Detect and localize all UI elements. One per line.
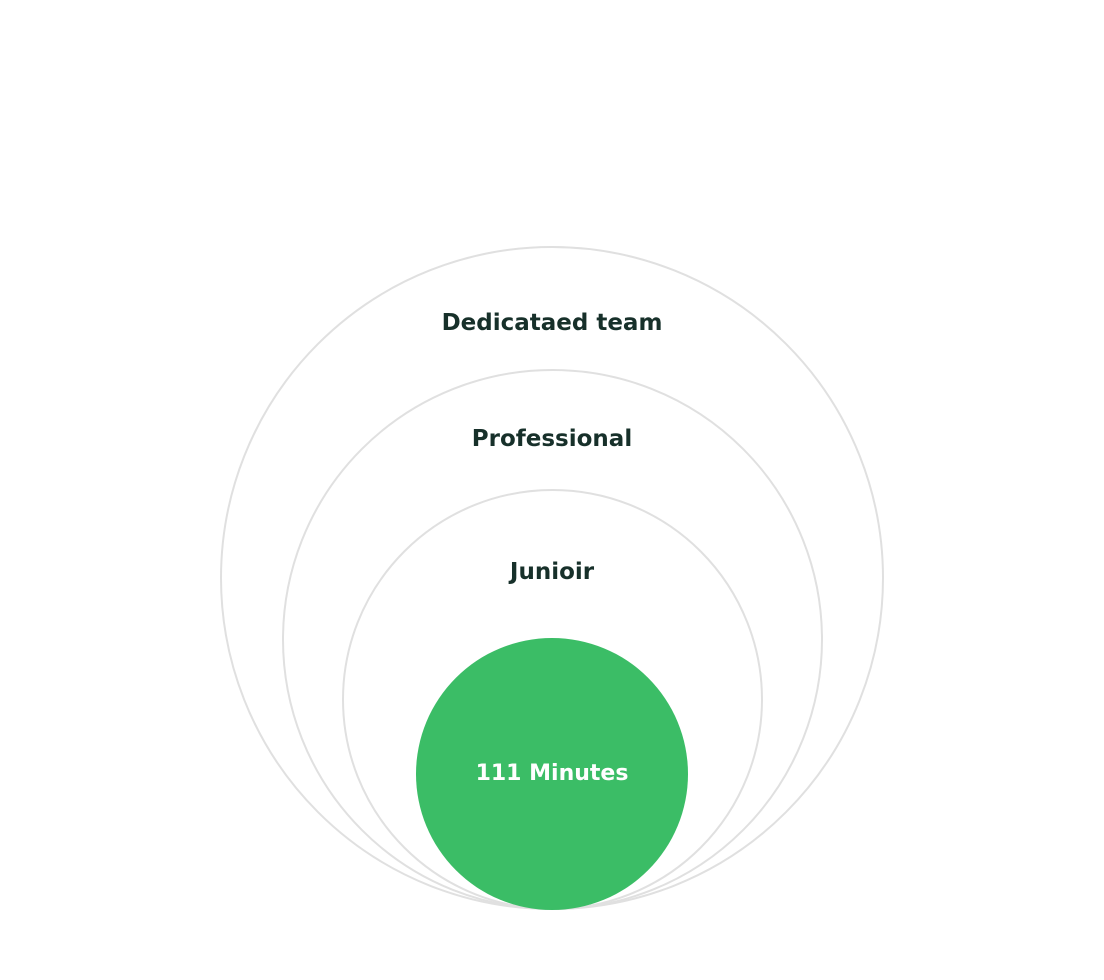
ring-label-professional: Professional [471,426,633,452]
ring-label-junior: Junioir [509,559,595,585]
core-label: 111 Minutes [475,761,629,786]
ring-label-dedicated-team: Dedicataed team [441,310,663,336]
core-circle: 111 Minutes [416,638,688,910]
